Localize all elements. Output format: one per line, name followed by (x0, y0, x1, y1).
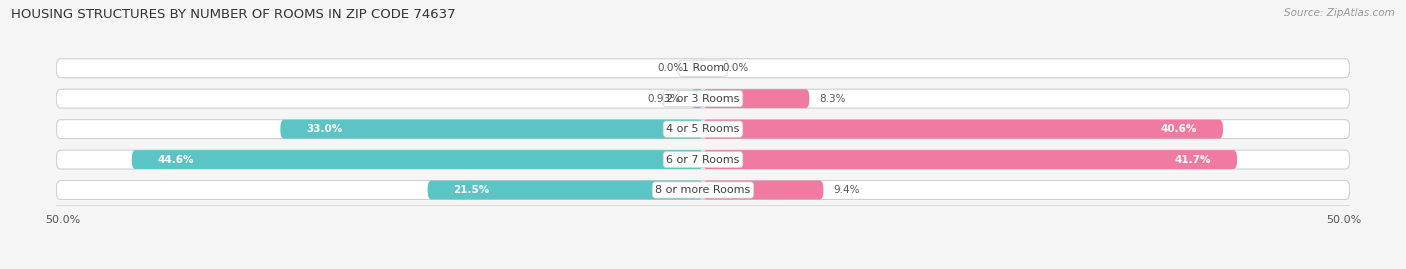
Text: 21.5%: 21.5% (453, 185, 489, 195)
FancyBboxPatch shape (703, 120, 1223, 139)
Text: 33.0%: 33.0% (307, 124, 342, 134)
Text: 8 or more Rooms: 8 or more Rooms (655, 185, 751, 195)
Text: 44.6%: 44.6% (157, 155, 194, 165)
FancyBboxPatch shape (703, 150, 1237, 169)
FancyBboxPatch shape (280, 120, 703, 139)
Text: 0.0%: 0.0% (723, 63, 748, 73)
Text: HOUSING STRUCTURES BY NUMBER OF ROOMS IN ZIP CODE 74637: HOUSING STRUCTURES BY NUMBER OF ROOMS IN… (11, 8, 456, 21)
FancyBboxPatch shape (56, 89, 1350, 108)
Text: 0.0%: 0.0% (658, 63, 683, 73)
FancyBboxPatch shape (703, 89, 810, 108)
Text: 1 Room: 1 Room (682, 63, 724, 73)
FancyBboxPatch shape (56, 59, 1350, 78)
FancyBboxPatch shape (692, 89, 703, 108)
Text: 4 or 5 Rooms: 4 or 5 Rooms (666, 124, 740, 134)
FancyBboxPatch shape (56, 180, 1350, 200)
Text: 0.93%: 0.93% (648, 94, 681, 104)
FancyBboxPatch shape (56, 120, 1350, 139)
Text: 2 or 3 Rooms: 2 or 3 Rooms (666, 94, 740, 104)
Text: 6 or 7 Rooms: 6 or 7 Rooms (666, 155, 740, 165)
Text: 41.7%: 41.7% (1175, 155, 1212, 165)
Text: 9.4%: 9.4% (834, 185, 860, 195)
FancyBboxPatch shape (703, 180, 824, 200)
Text: 8.3%: 8.3% (820, 94, 846, 104)
FancyBboxPatch shape (132, 150, 703, 169)
Text: 40.6%: 40.6% (1161, 124, 1198, 134)
FancyBboxPatch shape (427, 180, 703, 200)
Text: Source: ZipAtlas.com: Source: ZipAtlas.com (1284, 8, 1395, 18)
FancyBboxPatch shape (56, 150, 1350, 169)
